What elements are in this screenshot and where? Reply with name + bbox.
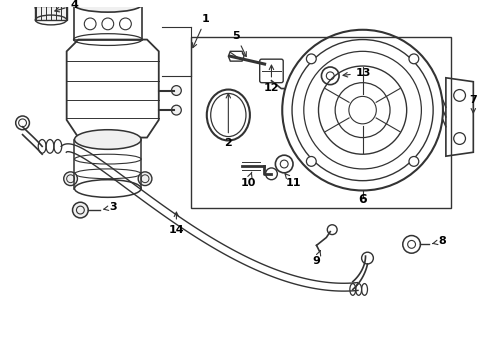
Text: 4: 4 [55, 0, 78, 12]
Text: 5: 5 [232, 31, 246, 57]
Text: 3: 3 [104, 202, 118, 212]
Ellipse shape [74, 0, 142, 12]
Circle shape [172, 105, 181, 115]
Ellipse shape [138, 172, 152, 185]
Text: 11: 11 [285, 174, 301, 188]
Ellipse shape [74, 130, 141, 149]
Circle shape [73, 202, 88, 218]
Text: 13: 13 [343, 68, 371, 78]
Text: 14: 14 [169, 212, 184, 235]
Text: 1: 1 [193, 14, 210, 48]
Text: 8: 8 [433, 237, 446, 246]
Bar [35, 6, 67, 20]
Text: 6: 6 [358, 193, 367, 206]
Circle shape [172, 86, 181, 95]
Circle shape [409, 54, 419, 64]
Circle shape [306, 157, 316, 166]
Circle shape [306, 54, 316, 64]
Text: 7: 7 [469, 95, 477, 113]
Bar [191, 37, 451, 208]
Text: 10: 10 [240, 172, 256, 188]
Circle shape [409, 157, 419, 166]
Ellipse shape [64, 172, 77, 185]
Ellipse shape [35, 0, 67, 14]
Text: 9: 9 [313, 251, 320, 266]
Text: 2: 2 [224, 94, 232, 148]
Text: 12: 12 [264, 65, 279, 93]
